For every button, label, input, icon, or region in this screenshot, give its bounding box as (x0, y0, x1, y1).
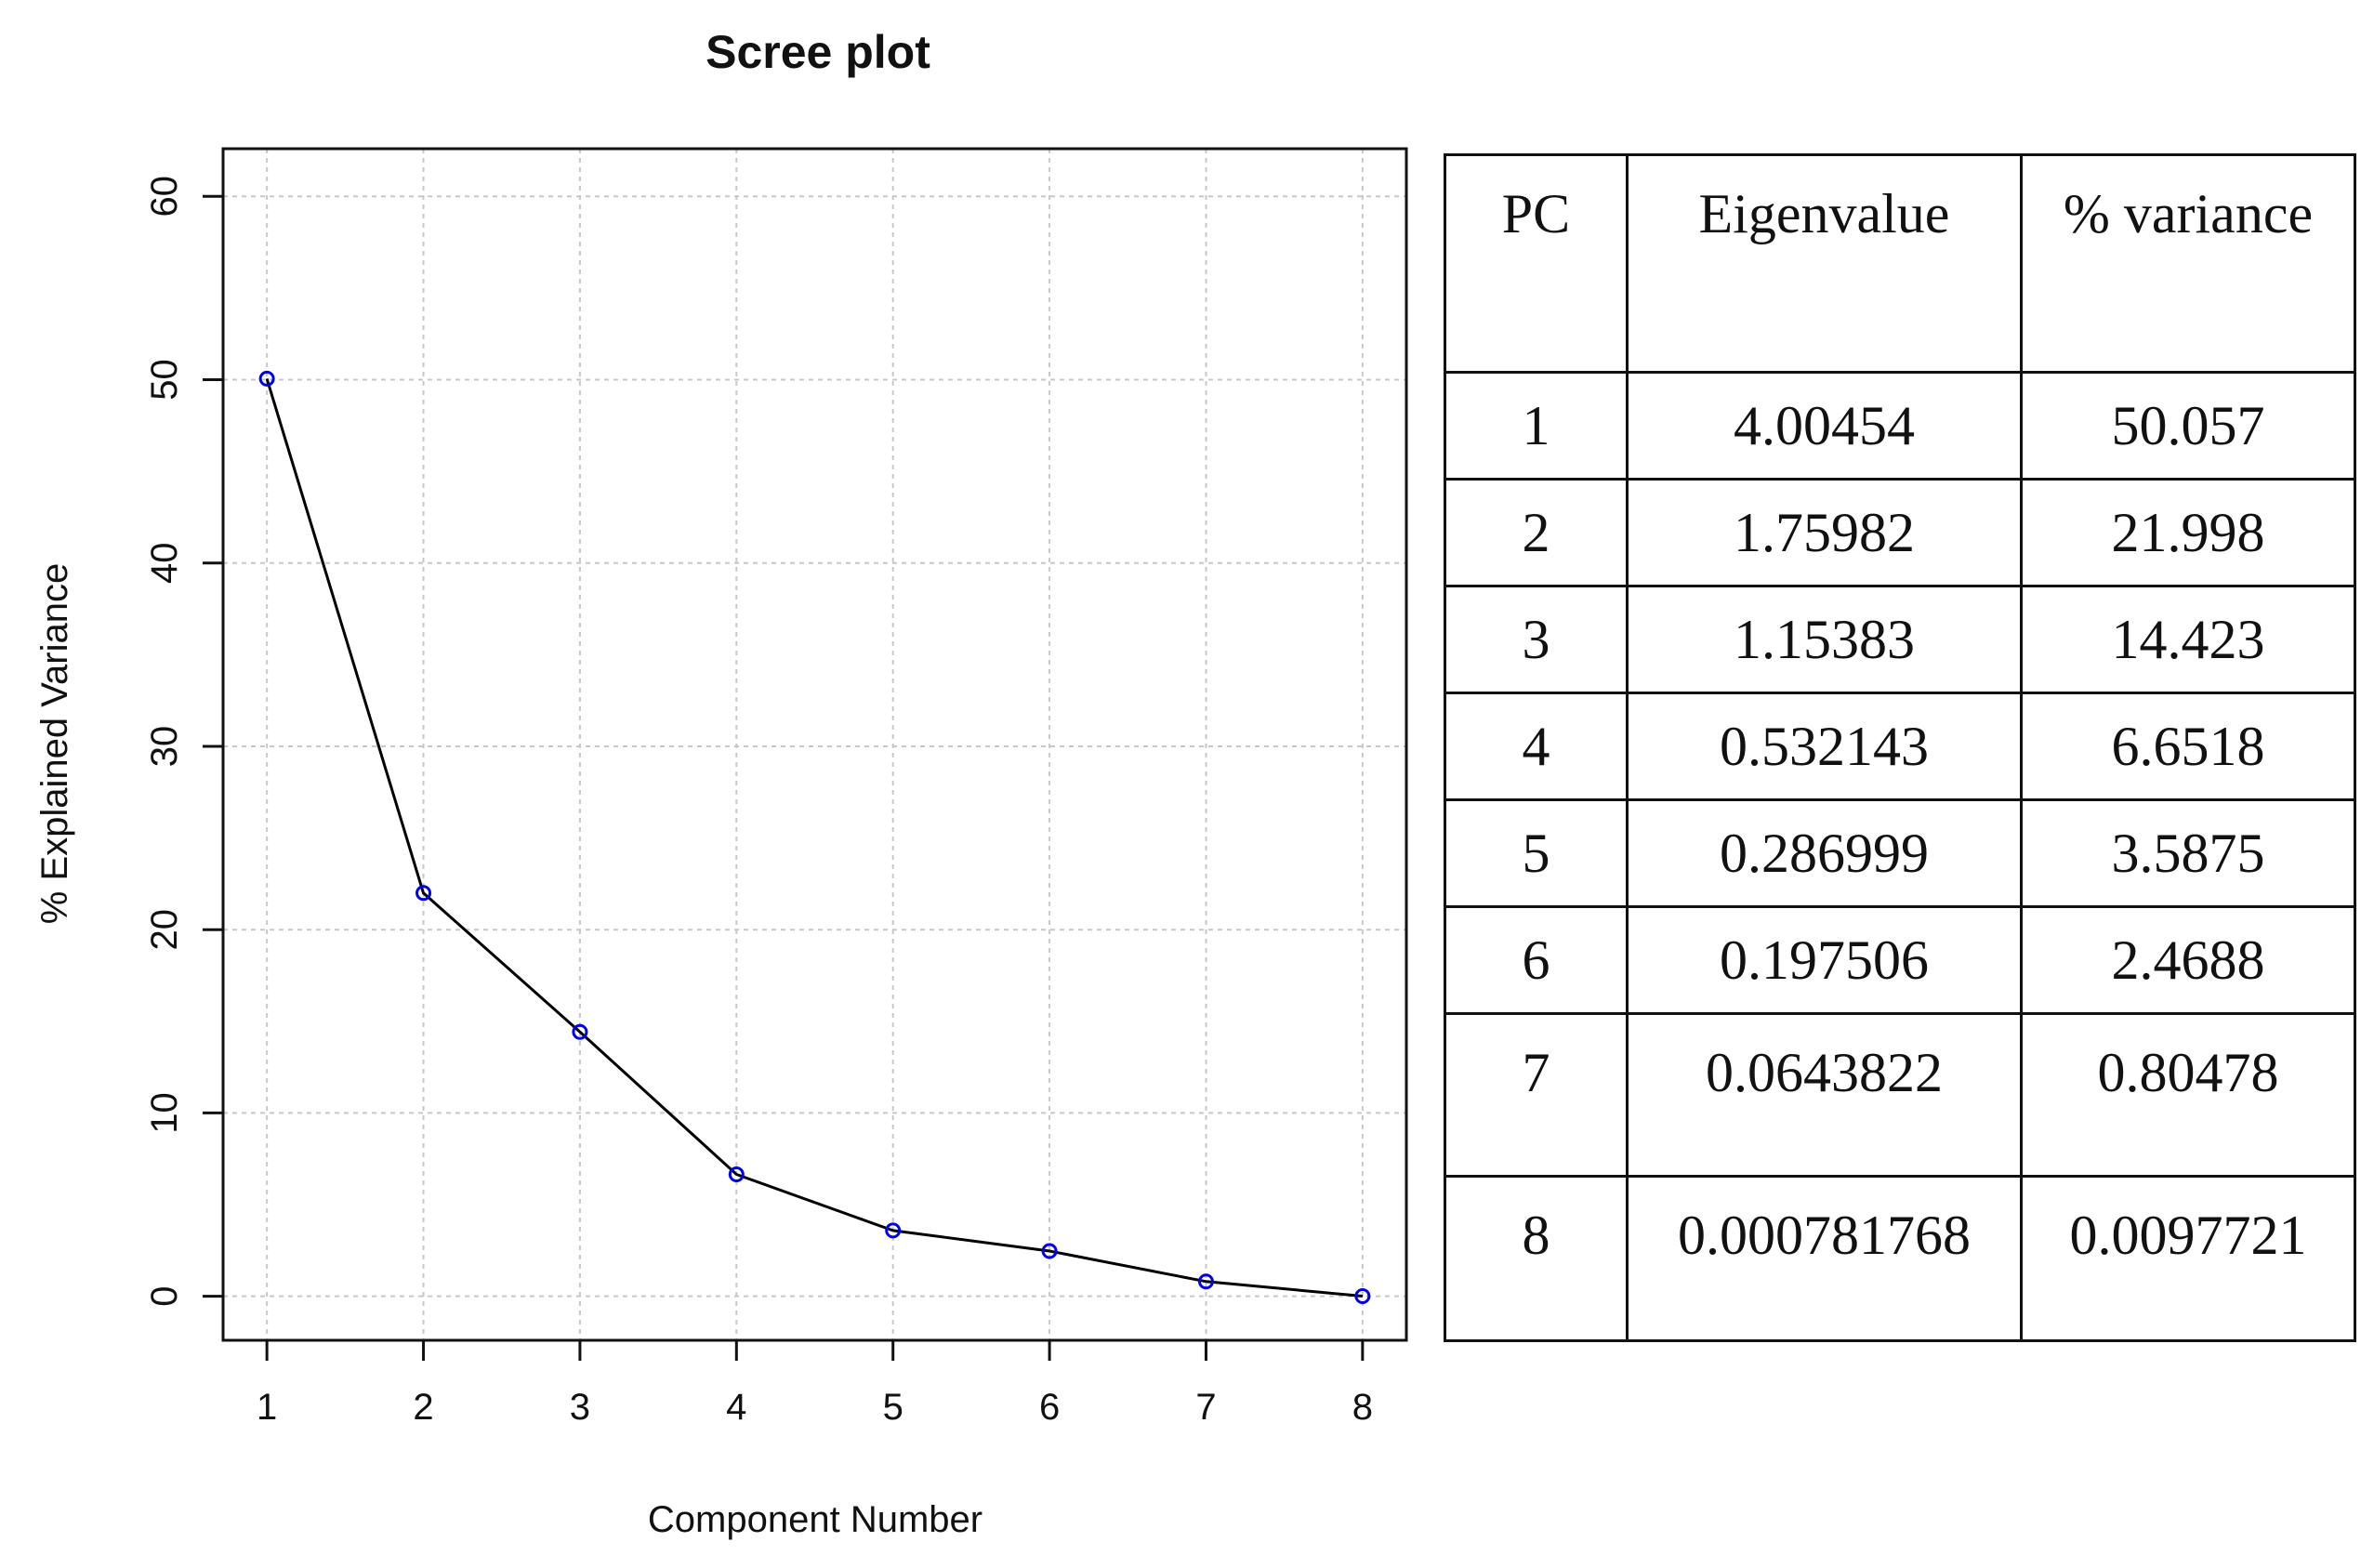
data-point (885, 1222, 902, 1239)
table-row: 5 0.286999 3.5875 (1444, 798, 2356, 908)
x-axis-ticks: 1 2 3 4 5 6 7 8 (257, 1340, 1373, 1428)
cell-pc: 8 (1444, 1175, 1629, 1342)
cell-variance: 2.4688 (2020, 905, 2356, 1015)
table-row: 6 0.197506 2.4688 (1444, 905, 2356, 1015)
table-row: 2 1.75982 21.998 (1444, 478, 2356, 587)
x-tick-label: 7 (1195, 1387, 1216, 1428)
data-point (1041, 1243, 1058, 1259)
x-tick-label: 2 (413, 1387, 433, 1428)
cell-variance: 50.057 (2020, 371, 2356, 481)
cell-pc: 7 (1444, 1012, 1629, 1178)
x-tick-label: 5 (883, 1387, 903, 1428)
data-point (258, 370, 275, 387)
cell-variance: 6.6518 (2020, 692, 2356, 801)
y-axis-ticks: 0 10 20 30 40 50 60 (144, 176, 223, 1307)
table-row: 3 1.15383 14.423 (1444, 585, 2356, 694)
data-point (572, 1023, 588, 1040)
cell-eigenvalue: 0.000781768 (1626, 1175, 2023, 1342)
y-tick-label: 50 (144, 359, 185, 401)
table-row: 4 0.532143 6.6518 (1444, 692, 2356, 801)
grid (223, 149, 1406, 1340)
header-variance: % variance (2020, 153, 2356, 374)
y-axis-label: % Explained Variance (34, 563, 75, 924)
cell-eigenvalue: 0.0643822 (1626, 1012, 2023, 1178)
eigenvalue-table: PC Eigenvalue % variance 1 4.00454 50.05… (1444, 153, 2356, 1342)
scree-plot: Scree plot 1 2 3 4 5 6 7 8 0 10 20 30 40 50 60 Compon… (34, 26, 1408, 1540)
y-tick-label: 40 (144, 542, 185, 584)
cell-eigenvalue: 0.532143 (1626, 692, 2023, 801)
cell-pc: 6 (1444, 905, 1629, 1015)
y-tick-label: 60 (144, 176, 185, 217)
y-tick-label: 30 (144, 726, 185, 768)
cell-pc: 1 (1444, 371, 1629, 481)
cell-variance: 14.423 (2020, 585, 2356, 694)
series-line-layer (265, 377, 1364, 1298)
data-point (415, 885, 432, 902)
y-tick-label: 20 (144, 909, 185, 951)
plot-frame (221, 147, 1408, 1342)
cell-eigenvalue: 1.15383 (1626, 585, 2023, 694)
x-tick-label: 8 (1352, 1387, 1373, 1428)
cell-pc: 3 (1444, 585, 1629, 694)
y-tick-label: 10 (144, 1092, 185, 1134)
data-point (1197, 1273, 1214, 1290)
cell-pc: 5 (1444, 798, 1629, 908)
cell-variance: 0.0097721 (2020, 1175, 2356, 1342)
cell-pc: 4 (1444, 692, 1629, 801)
cell-eigenvalue: 1.75982 (1626, 478, 2023, 587)
cell-variance: 3.5875 (2020, 798, 2356, 908)
header-pc: PC (1444, 153, 1629, 374)
x-tick-label: 6 (1039, 1387, 1060, 1428)
data-point (1354, 1287, 1371, 1304)
cell-eigenvalue: 4.00454 (1626, 371, 2023, 481)
table-row: 8 0.000781768 0.0097721 (1444, 1175, 2356, 1342)
cell-variance: 21.998 (2020, 478, 2356, 587)
chart-title: Scree plot (706, 26, 930, 78)
header-eigenvalue: Eigenvalue (1626, 153, 2023, 374)
cell-eigenvalue: 0.286999 (1626, 798, 2023, 908)
table-row: 1 4.00454 50.057 (1444, 371, 2356, 481)
table-row: 7 0.0643822 0.80478 (1444, 1012, 2356, 1178)
x-tick-label: 1 (257, 1387, 277, 1428)
y-tick-label: 0 (144, 1286, 185, 1307)
cell-pc: 2 (1444, 478, 1629, 587)
series-line (265, 377, 1364, 1298)
data-point (728, 1166, 745, 1182)
data-points (258, 370, 1371, 1304)
x-tick-label: 4 (726, 1387, 746, 1428)
table-header-row: PC Eigenvalue % variance (1444, 153, 2356, 374)
x-tick-label: 3 (570, 1387, 590, 1428)
cell-eigenvalue: 0.197506 (1626, 905, 2023, 1015)
x-axis-label: Component Number (648, 1499, 983, 1540)
cell-variance: 0.80478 (2020, 1012, 2356, 1178)
